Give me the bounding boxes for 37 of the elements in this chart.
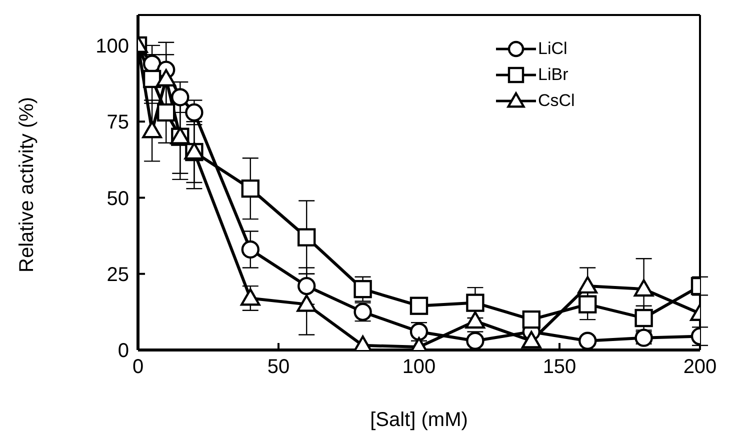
- x-tick-label: 200: [683, 356, 717, 378]
- legend-label: CsCl: [538, 91, 575, 111]
- point: [466, 294, 484, 312]
- y-tick-label: 50: [106, 188, 129, 210]
- point: [185, 103, 204, 122]
- point: [466, 332, 484, 350]
- legend-label: LiBr: [538, 65, 568, 85]
- x-axis-title: [Salt] (mM): [370, 409, 468, 431]
- point: [240, 288, 260, 306]
- point: [142, 70, 162, 88]
- point: [578, 276, 598, 294]
- legend-label: LiCl: [538, 39, 568, 59]
- y-axis-title: Relative activity (%): [16, 96, 38, 272]
- x-tick-label: 50: [267, 356, 290, 378]
- point: [354, 280, 372, 298]
- point: [296, 294, 316, 312]
- point: [578, 332, 597, 350]
- y-tick-label: 75: [106, 112, 129, 134]
- point: [298, 276, 316, 296]
- y-tick-label: 25: [106, 264, 129, 286]
- x-tick-label: 150: [542, 356, 576, 378]
- point: [634, 279, 654, 297]
- point: [241, 179, 260, 198]
- point: [522, 310, 540, 329]
- point: [410, 296, 428, 315]
- point: [241, 240, 260, 259]
- x-tick-label: 0: [132, 356, 144, 378]
- y-tick-label: 100: [96, 36, 129, 58]
- point: [522, 330, 542, 348]
- point: [298, 228, 316, 246]
- point: [465, 311, 486, 329]
- x-tick-label: 100: [402, 356, 436, 378]
- y-tick-label: 0: [118, 340, 129, 362]
- point: [142, 120, 162, 138]
- point: [634, 308, 653, 328]
- point: [157, 103, 176, 122]
- point: [578, 295, 597, 314]
